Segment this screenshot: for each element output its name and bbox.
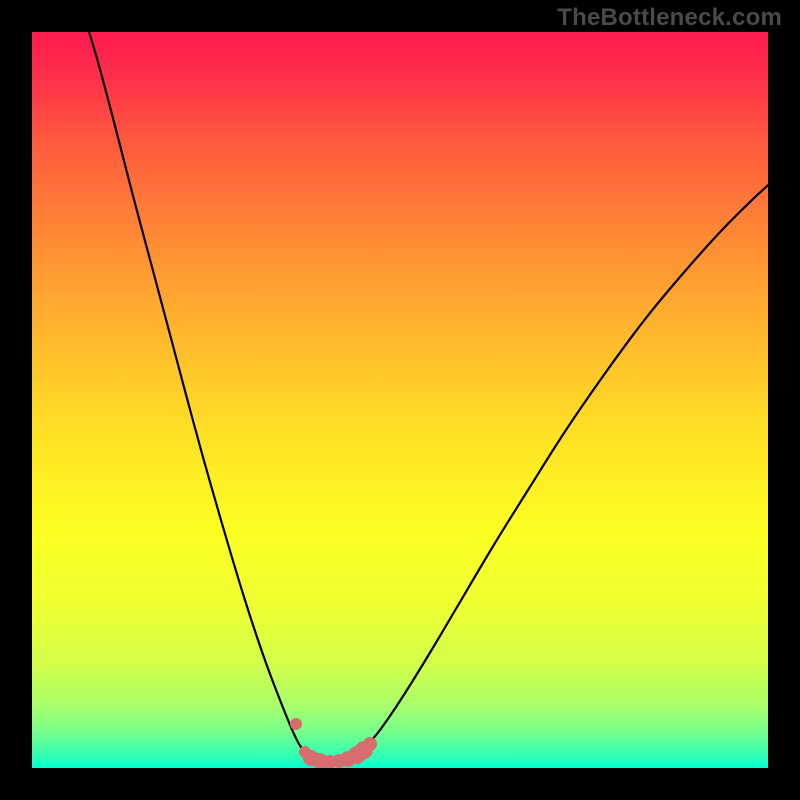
chart-plot-area	[32, 32, 768, 768]
bottleneck-curves	[32, 32, 768, 768]
watermark-text: TheBottleneck.com	[557, 4, 782, 32]
curve-right	[362, 178, 768, 750]
curve-left	[86, 32, 304, 751]
valley-marker-8	[363, 737, 377, 751]
valley-marker-outlier	[290, 718, 302, 730]
